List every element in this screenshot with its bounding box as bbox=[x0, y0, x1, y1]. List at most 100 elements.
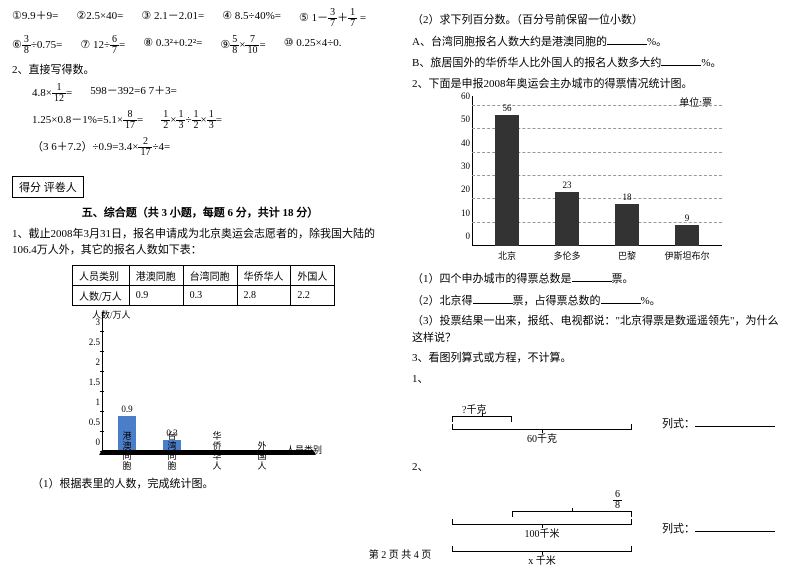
f7e: = bbox=[119, 39, 125, 51]
ex-7: ⑦ 12÷67= bbox=[80, 35, 125, 56]
ex-8: ⑧ 0.3²+0.2²= bbox=[143, 35, 202, 56]
xlabel: 港澳同胞 bbox=[107, 432, 147, 472]
ex-5-pre: ⑤ 1－ bbox=[299, 12, 328, 24]
ex-1: ①9.9＋9= bbox=[12, 8, 58, 29]
ytick: 1 bbox=[72, 397, 100, 407]
bar-value: 0.3 bbox=[166, 428, 177, 438]
xlabel: 北京 bbox=[477, 252, 537, 262]
f6d: 8 bbox=[22, 46, 31, 56]
chart-1: 人数/万人 人员类别 00.511.522.530.9港澳同胞0.3台湾同胞华侨… bbox=[72, 312, 312, 472]
ex-9: ⑨58×710= bbox=[220, 35, 265, 56]
ytick: 2 bbox=[72, 357, 100, 367]
r-sub1-s: 票。 bbox=[612, 273, 634, 285]
q2-item: 4.8×112= bbox=[32, 83, 72, 104]
b2-side-t: 列式： bbox=[662, 523, 695, 535]
ex-5: ⑤ 1－37＋17 = bbox=[299, 8, 366, 29]
page-footer: 第 2 页 共 4 页 bbox=[0, 546, 800, 561]
q2-item: 598－392=6 7＋3= bbox=[90, 83, 177, 104]
chart1-xlabel: 人员类别 bbox=[286, 443, 322, 456]
e7p: ⑦ 12÷ bbox=[80, 39, 110, 51]
blank-b bbox=[661, 54, 701, 66]
score-row: 得分 评卷人 bbox=[12, 172, 388, 198]
b1-top: ?千克 bbox=[462, 401, 632, 416]
r-q3: 3、看图列算式或方程，不计算。 bbox=[412, 350, 788, 367]
bar-value: 9 bbox=[685, 213, 690, 223]
table-header: 人员类别 bbox=[73, 265, 130, 285]
fraction: 112 bbox=[52, 83, 66, 104]
r-sub2-t: （2）北京得 bbox=[412, 295, 473, 307]
bar bbox=[495, 115, 519, 246]
b2fd: 8 bbox=[613, 501, 622, 511]
r-qb-t: B、旅居国外的华侨华人比外国人的报名人数多大约 bbox=[412, 57, 661, 69]
b2-tb bbox=[512, 511, 632, 517]
fraction: 817 bbox=[123, 110, 137, 131]
q3-2-label: 2、 bbox=[412, 459, 788, 476]
table-cell: 人数/万人 bbox=[73, 285, 130, 305]
f9d1: 8 bbox=[230, 46, 239, 56]
r-sub1: （1）四个申办城市的得票总数是票。 bbox=[412, 270, 788, 288]
xlabel: 伊斯坦布尔 bbox=[657, 252, 717, 262]
bar bbox=[163, 440, 181, 452]
f5s: ＋ bbox=[337, 12, 348, 24]
table-header: 台湾同胞 bbox=[183, 265, 237, 285]
b1-tb bbox=[452, 416, 512, 422]
exercise-row-1: ①9.9＋9= ②2.5×40= ③ 2.1－2.01= ④ 8.5÷40%= … bbox=[12, 8, 388, 29]
left-column: ①9.9＋9= ②2.5×40= ③ 2.1－2.01= ④ 8.5÷40%= … bbox=[0, 0, 400, 540]
r-q2: 2、下面是申报2008年奥运会主办城市的得票情况统计图。 bbox=[412, 76, 788, 93]
chart1-axis-y bbox=[102, 312, 103, 452]
r-qa-s: %。 bbox=[647, 36, 667, 48]
b2-top: 68 bbox=[452, 490, 622, 511]
q2-item: （3 6＋7.2）÷0.9=3.4×217÷4= bbox=[32, 137, 170, 158]
brace-group-2: 68 100千米 x 千米 列式： bbox=[412, 480, 788, 577]
blank-b1 bbox=[695, 415, 775, 427]
q3-1-label: 1、 bbox=[412, 371, 788, 388]
ytick: 40 bbox=[442, 138, 470, 148]
b2fn: 6 bbox=[613, 490, 622, 501]
section-5-title: 五、综合题（共 3 小题，每题 6 分，共计 18 分） bbox=[12, 204, 388, 220]
r-qa: A、台湾同胞报名人数大约是港澳同胞的%。 bbox=[412, 33, 788, 51]
ytick-line bbox=[100, 411, 104, 412]
ex-4: ④ 8.5÷40%= bbox=[222, 8, 281, 29]
xlabel: 华侨华人 bbox=[197, 432, 237, 472]
r-sub2: （2）北京得票，占得票总数的%。 bbox=[412, 292, 788, 310]
q2-row: 4.8×112= 598－392=6 7＋3= bbox=[32, 83, 388, 104]
ytick: 20 bbox=[442, 184, 470, 194]
ytick: 0.5 bbox=[72, 417, 100, 427]
blank-a bbox=[607, 33, 647, 45]
data-table: 人员类别港澳同胞台湾同胞华侨华人外国人 人数/万人0.90.32.82.2 bbox=[72, 265, 335, 306]
fraction: 12 bbox=[192, 110, 201, 131]
fraction: 12 bbox=[161, 110, 170, 131]
ex-6: ⑥38÷0.75= bbox=[12, 35, 62, 56]
q2-item: 1.25×0.8－1%=5.1×817= bbox=[32, 110, 143, 131]
f9e: = bbox=[259, 39, 265, 51]
fraction: 13 bbox=[207, 110, 216, 131]
f7d: 7 bbox=[110, 46, 119, 56]
table-header: 港澳同胞 bbox=[129, 265, 183, 285]
s5-q1: 1、截止2008年3月31日，报名申请成为北京奥运会志愿者的，除我国大陆的106… bbox=[12, 226, 388, 259]
ytick-line bbox=[100, 351, 104, 352]
ytick: 50 bbox=[442, 114, 470, 124]
ytick: 0 bbox=[72, 437, 100, 447]
ytick-line bbox=[100, 431, 104, 432]
r-sub3: （3）投票结果一出来，报纸、电视都说："北京得票是数遥遥领先"，为什么这样说？ bbox=[412, 313, 788, 346]
chart1-axis-x bbox=[102, 451, 312, 452]
ytick: 30 bbox=[442, 161, 470, 171]
f6s: ÷0.75= bbox=[31, 39, 63, 51]
b1-bb bbox=[452, 424, 632, 430]
b1-side: 列式： bbox=[662, 415, 775, 431]
table-cell: 2.8 bbox=[237, 285, 291, 305]
r-qtop: （2）求下列百分数。（百分号前保留一位小数） bbox=[412, 12, 788, 29]
ex-2: ②2.5×40= bbox=[76, 8, 123, 29]
b2-bb bbox=[452, 519, 632, 525]
r-sub2-s: %。 bbox=[641, 295, 661, 307]
bar-value: 18 bbox=[623, 192, 632, 202]
f5e: = bbox=[357, 12, 366, 24]
fraction: 13 bbox=[176, 110, 185, 131]
q2-row: 1.25×0.8－1%=5.1×817=12×13÷12×13= bbox=[32, 110, 388, 131]
ytick-line bbox=[100, 451, 104, 452]
table-cell: 2.2 bbox=[291, 285, 335, 305]
table-header: 华侨华人 bbox=[237, 265, 291, 285]
blank-2b bbox=[601, 292, 641, 304]
e9p: ⑨ bbox=[220, 39, 230, 51]
q2-rows: 4.8×112= 598－392=6 7＋3= 1.25×0.8－1%=5.1×81… bbox=[32, 83, 388, 158]
